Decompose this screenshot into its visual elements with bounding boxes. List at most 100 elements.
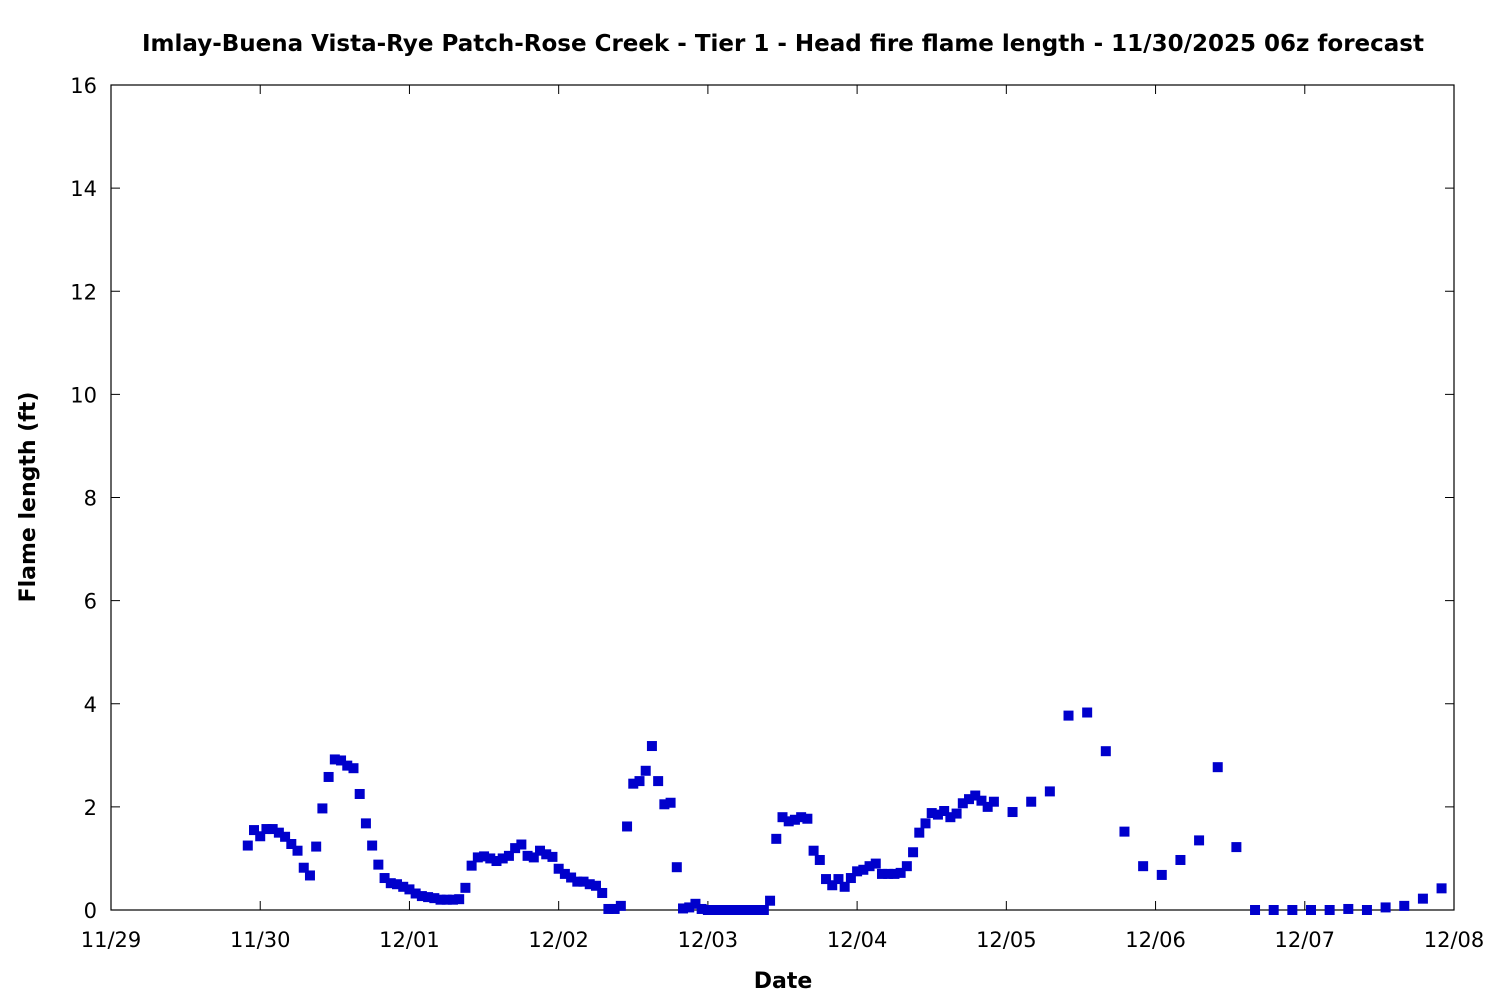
data-point (597, 887, 608, 898)
plot-frame (110, 84, 1455, 911)
data-point (702, 905, 713, 915)
data-point (709, 905, 720, 915)
y-tick-label: 2 (84, 796, 97, 820)
y-tick-label: 12 (70, 280, 97, 304)
data-point (280, 831, 291, 842)
data-point (684, 902, 695, 913)
data-point (348, 763, 359, 774)
data-point (286, 839, 297, 849)
data-point (895, 867, 906, 878)
data-point (696, 903, 707, 914)
data-point (429, 893, 440, 904)
data-point (932, 809, 943, 820)
data-point (777, 812, 788, 823)
data-point (1361, 905, 1372, 915)
x-tick-label: 11/30 (230, 928, 291, 952)
data-point (1324, 905, 1335, 915)
data-point (827, 880, 838, 891)
data-point (1044, 786, 1055, 797)
data-point (883, 868, 894, 879)
data-point (839, 881, 850, 892)
data-point (908, 847, 919, 858)
x-tick-label: 11/29 (81, 928, 142, 952)
data-point (914, 827, 925, 838)
data-point (876, 868, 887, 879)
data-point (1268, 905, 1279, 915)
data-point (814, 854, 825, 865)
data-point (1231, 842, 1242, 853)
data-point (1250, 905, 1261, 915)
data-point (796, 812, 807, 823)
data-point (479, 851, 490, 862)
data-point (392, 879, 403, 890)
data-point (503, 850, 514, 861)
y-tick-label: 16 (70, 74, 97, 98)
data-point (553, 863, 564, 874)
data-point (858, 864, 869, 875)
y-tick-label: 4 (84, 693, 97, 717)
data-point (740, 905, 751, 915)
data-point (802, 813, 813, 824)
data-point (292, 845, 303, 856)
data-point (410, 888, 421, 899)
data-point (1343, 903, 1354, 914)
y-tick-label: 6 (84, 590, 97, 614)
data-point (584, 879, 595, 890)
data-point (528, 852, 539, 863)
data-point (304, 870, 315, 881)
data-point (354, 788, 365, 799)
data-point (752, 905, 763, 915)
data-point (808, 845, 819, 856)
data-point (329, 754, 340, 765)
data-point (976, 795, 987, 806)
data-point (1063, 710, 1074, 721)
data-point (1100, 746, 1111, 757)
data-point (945, 812, 956, 823)
data-point (416, 891, 427, 902)
data-point (665, 797, 676, 808)
data-point (435, 894, 446, 905)
data-point (939, 806, 950, 816)
data-point (454, 894, 465, 905)
data-point (1287, 905, 1298, 915)
data-point (1212, 762, 1223, 773)
data-point (746, 905, 757, 915)
data-point (659, 799, 670, 810)
data-point (1138, 861, 1149, 872)
y-tick-label: 0 (84, 899, 97, 923)
data-point (472, 852, 483, 863)
data-point (715, 905, 726, 915)
data-point (367, 840, 378, 851)
data-point (1194, 835, 1205, 846)
data-point (690, 898, 701, 909)
data-point (733, 905, 744, 915)
data-point (323, 771, 334, 782)
data-point (261, 824, 272, 835)
data-point (1305, 905, 1316, 915)
y-axis-label: Flame length (ft) (16, 392, 41, 603)
data-point (360, 818, 371, 829)
data-point (988, 796, 999, 807)
x-axis-label: Date (754, 969, 813, 994)
data-point (1026, 796, 1037, 807)
data-point (242, 840, 253, 851)
y-tick-label: 14 (70, 177, 97, 201)
data-point (615, 900, 626, 911)
data-point (951, 808, 962, 819)
x-tick-label: 12/05 (976, 928, 1037, 952)
data-point (901, 861, 912, 872)
data-point (255, 831, 266, 842)
data-point (398, 881, 409, 892)
y-axis: 0 2 4 6 8 10 12 14 16 (70, 74, 1454, 923)
data-point (336, 755, 347, 766)
data-point (404, 884, 415, 895)
data-point (628, 778, 639, 789)
data-point (566, 872, 577, 883)
data-point (1007, 807, 1018, 818)
data-point (889, 868, 900, 879)
data-point (678, 903, 689, 914)
y-tick-label: 8 (84, 487, 97, 511)
data-point (510, 843, 521, 854)
data-point (497, 853, 508, 864)
data-point (447, 894, 458, 905)
